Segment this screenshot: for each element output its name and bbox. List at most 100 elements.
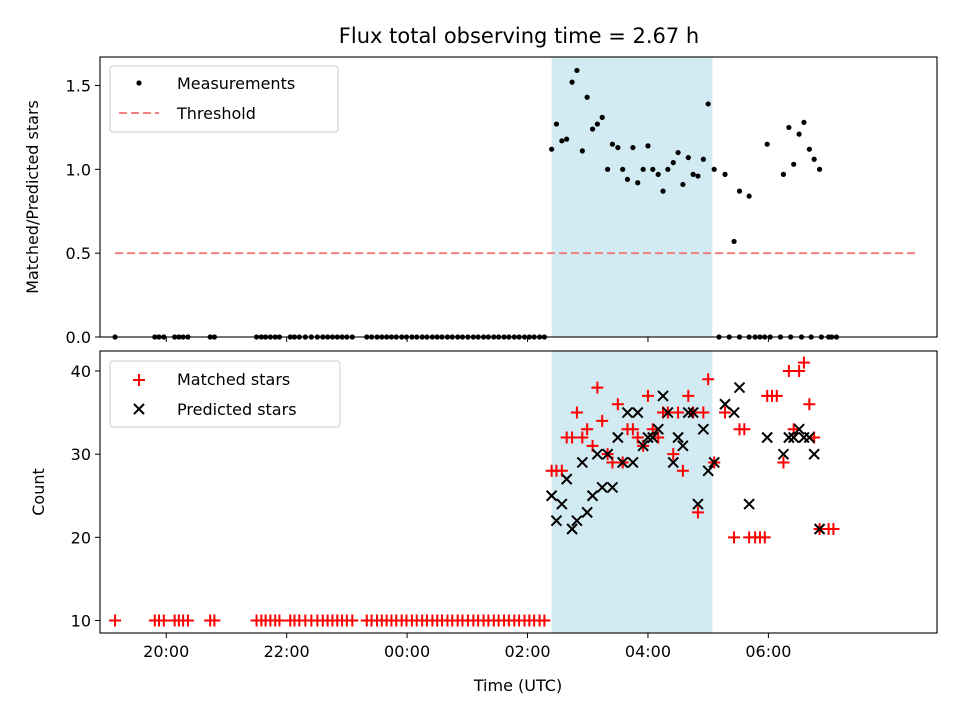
measurement-point [660,188,666,194]
matched-star-marker [667,448,680,461]
predicted-star-marker [652,423,664,435]
top-panel: 0.0 0.5 1.0 1.5 Matched/Predicted stars Mea… [23,56,938,347]
measurement-point [553,121,560,127]
matched-star-marker [682,389,695,402]
y-tick-label: 0.0 [66,328,91,347]
x-tick-label: 20:00 [143,642,189,661]
measurement-point [635,180,641,186]
matched-star-marker [719,406,732,419]
top-x-ticks [165,337,769,342]
top-axes-frame [99,56,938,338]
predicted-star-marker [591,448,604,460]
predicted-star-marker [576,456,589,469]
bottom-legend: Matched stars Predicted stars [109,360,341,428]
predicted-star-marker [783,431,795,444]
matched-star-marker [672,406,685,419]
y-tick-label: 0.5 [66,244,91,263]
measurement-point [746,193,752,199]
matched-star-marker [591,381,604,394]
predicted-star-marker [632,406,644,419]
matched-star-marker [697,406,710,419]
top-y-axis-label: Matched/Predicted stars [23,100,42,294]
x-tick-label: 22:00 [264,642,310,661]
matched-star-marker [596,414,609,427]
matched-star-marker [793,364,806,377]
bottom-y-ticks: 10 20 30 40 [71,362,100,631]
y-tick-label: 1.5 [66,77,91,96]
predicted-star-marker [692,498,704,510]
matched-star-marker [691,506,704,519]
measurement-point [711,166,717,172]
measurement-point [685,154,691,161]
matched-star-marker [770,389,783,402]
predicted-star-marker [803,431,816,444]
predicted-star-marker [642,431,654,444]
legend-predicted-label: Predicted stars [177,400,297,419]
measurement-point [615,144,621,151]
predicted-star-marker [813,523,826,535]
measurement-point [786,124,792,131]
predicted-star-marker [566,523,578,535]
measurement-point [722,171,728,177]
matched-star-marker [676,464,689,477]
measurement-point [780,171,787,177]
legend-measurements-marker [136,80,142,86]
measurement-point [764,141,770,147]
predicted-star-marker [621,406,634,419]
predicted-star-marker [627,456,639,469]
bottom-y-axis-label: Count [29,468,48,516]
matched-star-marker [728,531,741,544]
predicted-star-marker [719,398,731,410]
measurement-point [574,67,580,74]
measurement-point [665,166,671,172]
predicted-star-marker [662,406,674,419]
predicted-star-marker [657,390,669,402]
matched-star-marker [626,423,639,436]
matched-star-marker [346,614,359,627]
matched-star-marker [208,614,221,627]
measurement-point [811,156,817,162]
predicted-star-marker [612,431,624,444]
matched-star-marker [576,431,589,444]
measurement-point [594,121,600,127]
matched-star-marker [641,389,654,402]
matched-star-marker [181,614,194,627]
measurement-point [731,238,737,245]
chart-title: Flux total observing time = 2.67 h [339,24,699,48]
measurement-point [680,181,686,188]
bottom-axes-frame [99,350,938,634]
x-tick-label: 00:00 [384,642,430,661]
legend-measurements-label: Measurements [177,74,295,93]
matched-star-marker [797,356,810,369]
predicted-star-marker [761,431,773,444]
y-tick-label: 40 [71,362,91,381]
measurement-point [801,119,807,125]
matched-star-marker [827,523,840,536]
predicted-star-marker [596,481,608,494]
measurement-point [549,146,555,152]
predicted-star-marker [667,456,679,469]
x-tick-label: 04:00 [625,642,671,661]
predicted-star-marker [808,448,820,460]
top-legend-box [109,65,339,133]
measurement-point [690,171,696,177]
matched-star-marker [273,614,286,627]
measurement-point [584,94,590,100]
measurement-point [605,166,611,172]
measurement-point [645,143,651,149]
top-legend: Measurements Threshold [109,65,339,133]
measurement-point [630,144,636,151]
y-tick-label: 30 [71,445,91,464]
measurement-point [670,160,676,166]
x-tick-label: 06:00 [745,642,791,661]
matched-star-marker [777,456,790,469]
predicted-star-marker [672,431,684,444]
matched-star-marker [566,431,579,444]
legend-matched-label: Matched stars [177,370,290,389]
measurement-point [806,146,812,152]
measurement-point [589,126,596,132]
legend-matched-marker [133,374,145,386]
predicted-star-marker [677,440,689,452]
top-y-ticks: 0.0 0.5 1.0 1.5 [66,77,100,347]
